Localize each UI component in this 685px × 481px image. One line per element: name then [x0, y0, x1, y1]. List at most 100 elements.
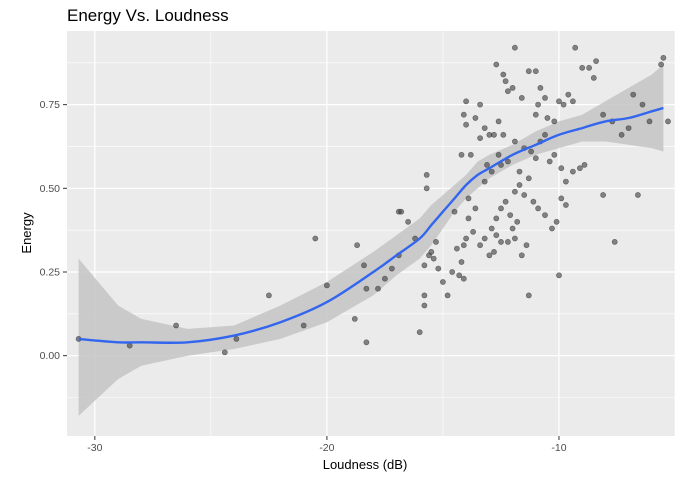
data-point — [570, 168, 576, 175]
data-point — [421, 292, 428, 299]
data-point — [354, 242, 360, 249]
data-point — [512, 188, 518, 195]
data-point — [556, 98, 562, 105]
data-point — [502, 198, 509, 205]
data-point — [463, 235, 469, 242]
data-point — [507, 212, 514, 218]
data-point — [504, 158, 511, 165]
data-point — [518, 252, 525, 259]
data-point — [458, 151, 465, 158]
data-point — [532, 111, 539, 118]
data-point — [233, 335, 240, 342]
data-point — [523, 242, 530, 249]
data-point — [556, 272, 562, 279]
data-point — [300, 322, 307, 329]
data-point — [477, 135, 483, 141]
data-point — [516, 182, 523, 188]
data-point — [509, 225, 516, 232]
data-point — [472, 115, 479, 121]
data-point — [477, 242, 483, 249]
data-point — [577, 165, 583, 172]
data-point — [525, 292, 532, 299]
data-point — [660, 54, 667, 61]
data-point — [458, 259, 465, 265]
data-point — [465, 195, 472, 202]
data-point — [502, 78, 509, 85]
y-tick-label: 0.00 — [40, 350, 61, 362]
data-point — [635, 192, 641, 198]
data-point — [542, 212, 548, 218]
data-point — [512, 44, 518, 51]
data-point — [444, 292, 451, 299]
x-axis-ticks: -30 -20 -10 — [87, 436, 567, 454]
data-point — [453, 245, 460, 252]
data-point — [542, 131, 548, 138]
y-tick-label: 0.75 — [40, 99, 61, 111]
data-point — [430, 255, 437, 262]
chart-title: Energy Vs. Loudness — [67, 6, 229, 25]
data-point — [381, 275, 388, 282]
data-point — [375, 285, 381, 292]
data-point — [658, 61, 664, 68]
data-point — [351, 315, 358, 322]
data-point — [565, 91, 572, 98]
data-point — [514, 218, 521, 225]
data-point — [504, 238, 511, 245]
x-tick-label: -10 — [551, 442, 566, 454]
data-point — [512, 138, 518, 145]
data-point — [504, 88, 511, 95]
data-point — [423, 185, 430, 192]
data-point — [467, 151, 474, 158]
data-point — [525, 68, 532, 75]
data-point — [665, 118, 671, 125]
data-point — [593, 58, 599, 64]
data-point — [465, 215, 472, 222]
data-point — [532, 155, 539, 162]
data-point — [495, 151, 502, 158]
data-point — [456, 272, 463, 279]
data-point — [528, 148, 534, 155]
plot-panel — [67, 31, 675, 436]
data-point — [630, 91, 637, 98]
data-point — [421, 262, 428, 269]
data-point — [423, 171, 430, 178]
data-point — [265, 292, 272, 299]
data-point — [521, 192, 528, 198]
data-point — [416, 329, 423, 336]
data-point — [493, 215, 500, 222]
y-axis-title: Energy — [19, 212, 34, 254]
data-point — [435, 265, 442, 272]
data-point — [439, 279, 446, 285]
data-point — [579, 64, 586, 71]
data-point — [530, 198, 537, 205]
x-axis-title: Loudness (dB) — [323, 457, 408, 472]
data-point — [553, 218, 560, 225]
data-point — [481, 125, 488, 132]
data-point — [433, 238, 439, 245]
data-point — [563, 202, 569, 208]
data-point — [518, 95, 525, 101]
data-point — [532, 68, 539, 75]
data-point — [551, 151, 558, 158]
data-point — [572, 44, 579, 51]
data-point — [388, 265, 395, 272]
data-point — [491, 131, 497, 138]
data-point — [488, 168, 495, 175]
data-point — [488, 225, 495, 232]
data-point — [525, 175, 532, 182]
data-point — [398, 208, 405, 215]
data-point — [512, 235, 518, 242]
data-point — [551, 118, 558, 125]
data-point — [460, 242, 467, 249]
data-point — [449, 269, 456, 275]
data-point — [495, 118, 502, 125]
data-point — [405, 218, 411, 225]
data-point — [428, 248, 435, 255]
data-point — [560, 101, 567, 108]
data-point — [312, 235, 319, 242]
data-point — [500, 131, 507, 138]
data-point — [221, 349, 228, 356]
x-tick-label: -30 — [87, 442, 102, 454]
data-point — [498, 205, 504, 212]
